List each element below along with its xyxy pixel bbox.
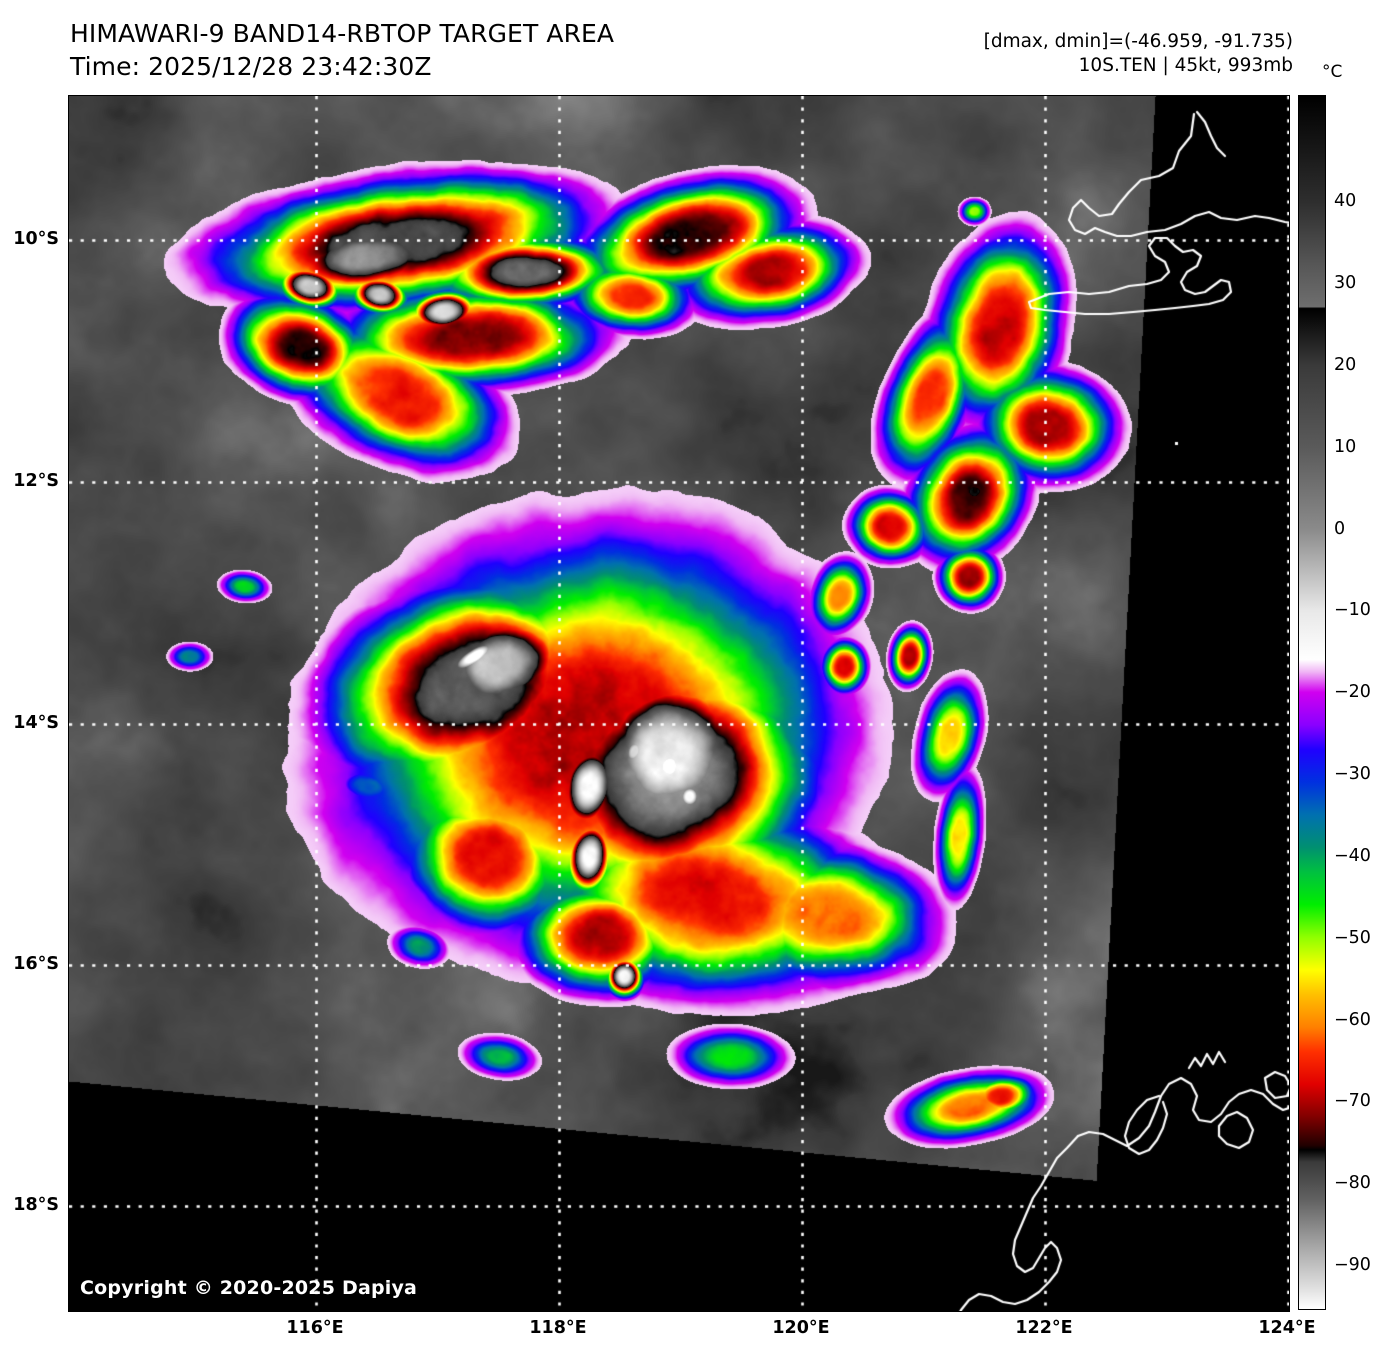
- y-axis-tick-label: 12°S: [13, 471, 59, 491]
- satellite-imagery-canvas: [69, 96, 1289, 1311]
- colorbar-tick-label: 40: [1334, 191, 1357, 212]
- colorbar-tick-label: −40: [1334, 845, 1371, 866]
- colorbar-tick-label: −30: [1334, 764, 1371, 785]
- y-axis-tick-label: 16°S: [13, 954, 59, 974]
- y-axis-tick-label: 18°S: [13, 1195, 59, 1215]
- dmax-dmin-label: [dmax, dmin]=(-46.959, -91.735): [983, 31, 1293, 52]
- x-axis-tick-label: 118°E: [529, 1318, 587, 1338]
- y-axis-tick-label: 14°S: [13, 713, 59, 733]
- colorbar-tick-label: −60: [1334, 1009, 1371, 1030]
- y-axis-tick-label: 10°S: [13, 229, 59, 249]
- colorbar-tick-label: −70: [1334, 1091, 1371, 1112]
- colorbar-tick-label: 10: [1334, 436, 1357, 457]
- satellite-plot-area[interactable]: [68, 95, 1290, 1312]
- colorbar-tick-label: 30: [1334, 273, 1357, 294]
- colorbar-tick-label: −90: [1334, 1255, 1371, 1275]
- colorbar-tick-label: −80: [1334, 1173, 1371, 1194]
- storm-info-label: 10S.TEN | 45kt, 993mb: [1078, 54, 1293, 76]
- colorbar-tick-label: 20: [1334, 355, 1357, 375]
- page-title: HIMAWARI-9 BAND14-RBTOP TARGET AREA: [70, 19, 615, 48]
- timestamp-label: Time: 2025/12/28 23:42:30Z: [70, 51, 432, 81]
- colorbar-tick-label: −20: [1334, 682, 1371, 703]
- colorbar-unit-label: °C: [1322, 62, 1343, 82]
- colorbar-tick-label: −50: [1334, 927, 1371, 948]
- x-axis-tick-label: 122°E: [1015, 1318, 1073, 1338]
- x-axis-tick-label: 116°E: [286, 1318, 344, 1338]
- x-axis-tick-label: 120°E: [772, 1318, 830, 1338]
- header-meta-block: [dmax, dmin]=(-46.959, -91.735) 10S.TEN …: [984, 30, 1293, 77]
- temperature-colorbar[interactable]: [1298, 95, 1326, 1310]
- colorbar-tick-label: −10: [1334, 600, 1371, 621]
- header-title-block: HIMAWARI-9 BAND14-RBTOP TARGET AREA Time…: [70, 18, 614, 83]
- copyright-label: Copyright © 2020-2025 Dapiya: [80, 1277, 418, 1299]
- x-axis-tick-label: 124°E: [1258, 1318, 1316, 1338]
- colorbar-tick-label: 0: [1334, 518, 1346, 539]
